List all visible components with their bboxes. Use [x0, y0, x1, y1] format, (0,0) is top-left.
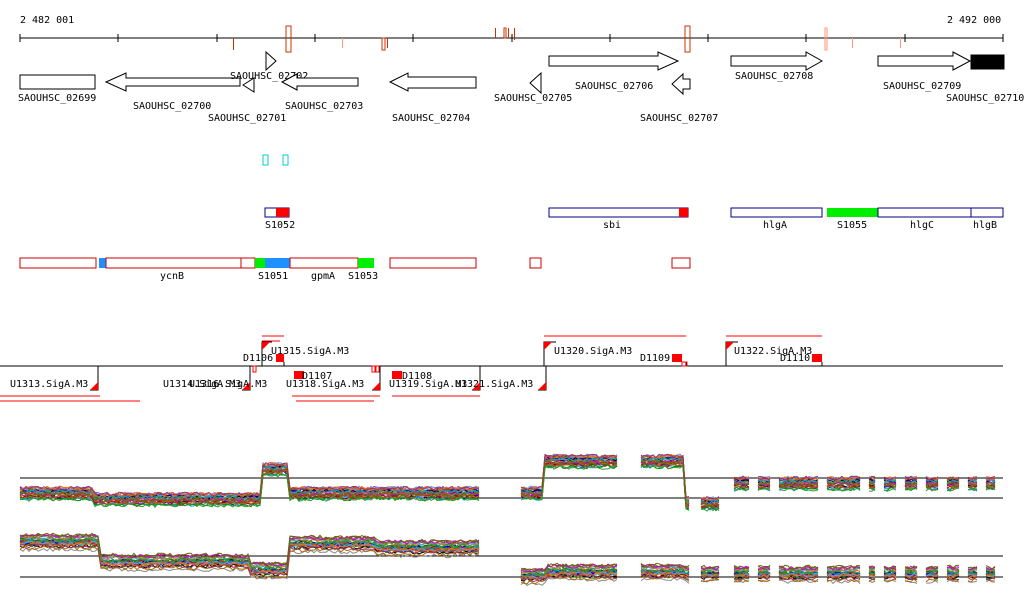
svg-text:SAOUHSC_02701: SAOUHSC_02701	[208, 113, 286, 124]
segment-unlabeled[interactable]	[389, 257, 477, 269]
expression-panel-lower	[20, 533, 1003, 585]
svg-text:SAOUHSC_02705: SAOUHSC_02705	[494, 93, 572, 104]
segment-unlabeled[interactable]	[240, 257, 256, 269]
gene-saouhsc-02707[interactable]: SAOUHSC_02707	[640, 72, 718, 124]
terminator-d1108[interactable]: D1108	[402, 371, 432, 382]
promoter-u1313[interactable]: U1313.SigA.M3	[10, 379, 88, 390]
terminator-marks	[252, 354, 822, 379]
gene-saouhsc-02708[interactable]: SAOUHSC_02708	[730, 51, 824, 82]
gene-saouhsc-02700[interactable]: SAOUHSC_02700	[104, 72, 241, 112]
ruler-feature-marks	[233, 25, 901, 53]
svg-text:ycnB: ycnB	[160, 271, 184, 282]
gene-saouhsc-02709[interactable]: SAOUHSC_02709	[877, 51, 972, 92]
promoter-u1321[interactable]: U1321.SigA.M3	[455, 379, 533, 390]
svg-text:SAOUHSC_02699: SAOUHSC_02699	[18, 93, 96, 104]
terminator-d1107[interactable]: D1107	[302, 371, 332, 382]
segment-blue-mark[interactable]	[99, 258, 106, 268]
svg-text:hlgC: hlgC	[910, 220, 934, 231]
gene-saouhsc-02702[interactable]: SAOUHSC_02702	[230, 50, 308, 82]
svg-text:SAOUHSC_02709: SAOUHSC_02709	[883, 81, 961, 92]
svg-text:SAOUHSC_02707: SAOUHSC_02707	[640, 113, 718, 124]
promoter-u1316[interactable]: U1316.SigA.M3	[189, 379, 267, 390]
promoter-u1320[interactable]: U1320.SigA.M3	[554, 346, 632, 357]
svg-text:SAOUHSC_02710: SAOUHSC_02710	[946, 93, 1024, 104]
gene-saouhsc-02704[interactable]: SAOUHSC_02704	[388, 72, 477, 124]
gene-saouhsc-02699[interactable]: SAOUHSC_02699	[18, 74, 96, 104]
promoter-u1314[interactable]: U1314.SigA.M3	[163, 379, 241, 390]
promoter-u1322[interactable]: U1322.SigA.M3	[734, 346, 812, 357]
ruler-start-label: 2 482 001	[20, 15, 74, 26]
terminator-d1109[interactable]: D1109	[640, 353, 670, 364]
segment-sbi[interactable]: sbi	[548, 207, 689, 231]
segment-track-1: S1052 sbi hlgA S1055 hlgC hlgB	[264, 207, 1004, 231]
segment-s1055[interactable]: S1055	[827, 208, 878, 231]
gene-saouhsc-02701[interactable]: SAOUHSC_02701	[208, 77, 286, 124]
gene-saouhsc-02706[interactable]: SAOUHSC_02706	[548, 51, 680, 92]
promoter-flags	[90, 342, 734, 390]
segment-track-2: ycnB S1051 gpmA S1053	[19, 257, 691, 282]
expression-trace	[20, 461, 1001, 507]
segment-s1052[interactable]: S1052	[264, 207, 295, 231]
lower-transcript-lines	[0, 395, 480, 402]
segment-hlgb[interactable]: hlgB	[970, 207, 1004, 231]
svg-text:SAOUHSC_02704: SAOUHSC_02704	[392, 113, 470, 124]
gene-saouhsc-02705[interactable]: SAOUHSC_02705	[494, 71, 572, 104]
segment-ycnb[interactable]: ycnB	[105, 257, 242, 282]
terminator-d1106[interactable]: D1106	[243, 353, 273, 364]
upper-transcript-lines	[262, 335, 822, 342]
promoter-u1319[interactable]: U1319.SigA.M3	[389, 379, 467, 390]
segment-unlabeled[interactable]	[529, 257, 542, 269]
cyan-feature-marks	[262, 154, 289, 166]
svg-text:SAOUHSC_02702: SAOUHSC_02702	[230, 71, 308, 82]
promoter-u1315[interactable]: U1315.SigA.M3	[271, 346, 349, 357]
svg-text:S1055: S1055	[837, 220, 867, 231]
segment-s1053[interactable]: S1053	[348, 258, 378, 282]
segment-unlabeled[interactable]	[19, 257, 97, 269]
expression-panel-upper	[20, 454, 1003, 511]
promoter-u1318[interactable]: U1318.SigA.M3	[286, 379, 364, 390]
ruler-ticks	[19, 34, 1004, 42]
svg-text:S1052: S1052	[265, 220, 295, 231]
segment-s1051[interactable]: S1051	[255, 258, 290, 282]
svg-text:SAOUHSC_02703: SAOUHSC_02703	[285, 101, 363, 112]
coordinate-ruler: 2 482 001 2 492 000	[19, 15, 1004, 53]
gene-saouhsc-02710[interactable]: SAOUHSC_02710	[946, 54, 1024, 104]
svg-text:S1051: S1051	[258, 271, 288, 282]
svg-text:SAOUHSC_02700: SAOUHSC_02700	[133, 101, 211, 112]
svg-text:SAOUHSC_02708: SAOUHSC_02708	[735, 71, 813, 82]
terminator-d1110[interactable]: D1110	[780, 353, 810, 364]
svg-text:hlgB: hlgB	[973, 220, 997, 231]
svg-text:gpmA: gpmA	[311, 271, 335, 282]
expression-trace	[20, 454, 1001, 499]
segment-hlga[interactable]: hlgA	[730, 207, 823, 231]
segment-unlabeled[interactable]	[671, 257, 691, 269]
gene-saouhsc-02703[interactable]: SAOUHSC_02703	[280, 73, 363, 112]
regulatory-track: U1313.SigA.M3 U1314.SigA.M3 U1315.SigA.M…	[0, 335, 1003, 402]
segment-hlgc[interactable]: hlgC	[877, 207, 972, 231]
svg-text:hlgA: hlgA	[763, 220, 787, 231]
svg-text:sbi: sbi	[603, 220, 621, 231]
svg-text:SAOUHSC_02706: SAOUHSC_02706	[575, 81, 653, 92]
ruler-end-label: 2 492 000	[947, 15, 1001, 26]
gene-track: SAOUHSC_02699 SAOUHSC_02700 SAOUHSC_0270…	[18, 50, 1024, 124]
svg-text:S1053: S1053	[348, 271, 378, 282]
